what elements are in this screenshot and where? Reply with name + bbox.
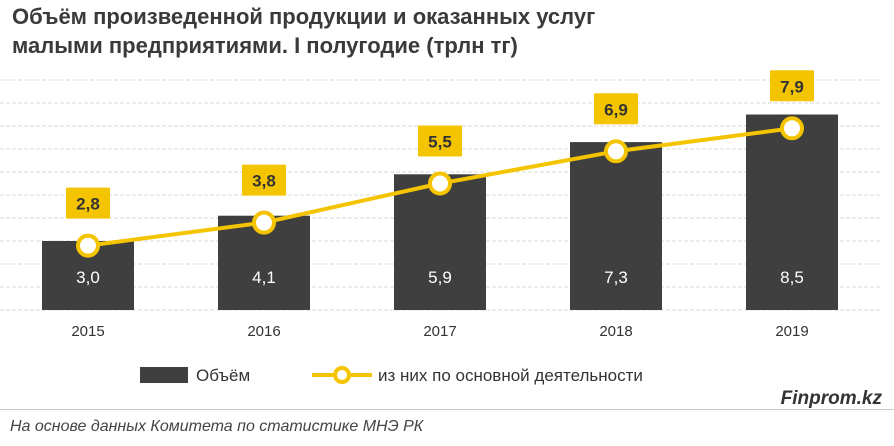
bar-value-label: 7,3	[604, 268, 628, 287]
x-tick-label: 2018	[599, 323, 632, 340]
x-tick-label: 2019	[775, 323, 808, 340]
bar	[746, 114, 838, 310]
source-note: На основе данных Комитета по статистике …	[10, 418, 424, 435]
footer-divider	[0, 409, 894, 410]
x-axis-ticks: 2015 2016 2017 2018 2019	[71, 323, 808, 340]
bar-value-label: 3,0	[76, 268, 100, 287]
legend: Объём из них по основной деятельности	[140, 366, 643, 385]
line-value-label: 3,8	[252, 172, 276, 191]
x-tick-label: 2015	[71, 323, 104, 340]
chart-area: 3,0 4,1 5,9 7,3 8,5 2,8 3,8 5,5 6,9 7,9 2015 2016…	[0, 70, 880, 385]
line-point	[604, 139, 628, 164]
line-label-box	[66, 187, 110, 219]
chart-title-line-2: малыми предприятиями. I полугодие (трлн …	[12, 33, 518, 58]
x-tick-label: 2016	[247, 323, 280, 340]
bar-value-label: 5,9	[428, 268, 452, 287]
line-point	[76, 233, 100, 258]
chart-title: Объём произведенной продукции и оказанны…	[12, 2, 712, 60]
line-label-box	[770, 70, 814, 102]
line-value-label: 5,5	[428, 133, 452, 152]
x-tick-label: 2017	[423, 323, 456, 340]
bar-value-label: 4,1	[252, 268, 276, 287]
legend-swatch-marker	[333, 366, 351, 384]
bar-value-label: 8,5	[780, 268, 804, 287]
line-point	[252, 210, 276, 235]
line-label-box	[594, 93, 638, 125]
legend-swatch-bar	[140, 367, 188, 383]
line-label-box	[418, 125, 462, 157]
line-value-label: 2,8	[76, 195, 100, 214]
legend-label-bar: Объём	[196, 366, 250, 385]
bar	[394, 174, 486, 310]
line-value-label: 6,9	[604, 100, 628, 119]
line-series: 2,8 3,8 5,5 6,9 7,9	[66, 70, 814, 258]
chart-title-line-1: Объём произведенной продукции и оказанны…	[12, 4, 596, 29]
line-point	[780, 116, 804, 141]
line-point	[428, 171, 452, 196]
bar	[570, 142, 662, 310]
legend-label-line: из них по основной деятельности	[378, 366, 643, 385]
line-label-box	[242, 164, 286, 196]
brand-logo-text: Finprom.kz	[780, 388, 882, 409]
line-value-label: 7,9	[780, 77, 804, 96]
